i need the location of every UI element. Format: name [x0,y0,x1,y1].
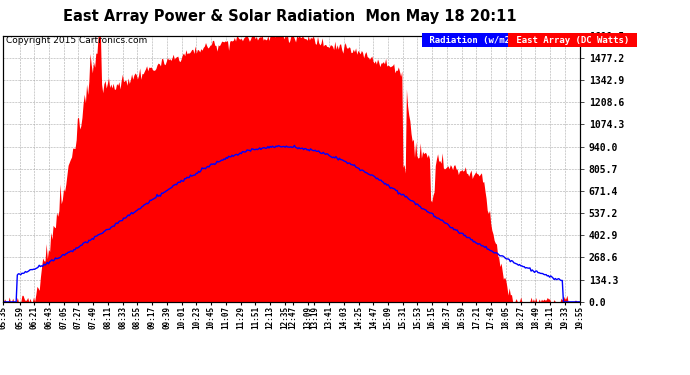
Text: Copyright 2015 Cartronics.com: Copyright 2015 Cartronics.com [6,36,147,45]
Text: East Array Power & Solar Radiation  Mon May 18 20:11: East Array Power & Solar Radiation Mon M… [63,9,517,24]
Text: East Array (DC Watts): East Array (DC Watts) [511,36,634,45]
Text: Radiation (w/m2): Radiation (w/m2) [424,36,521,45]
